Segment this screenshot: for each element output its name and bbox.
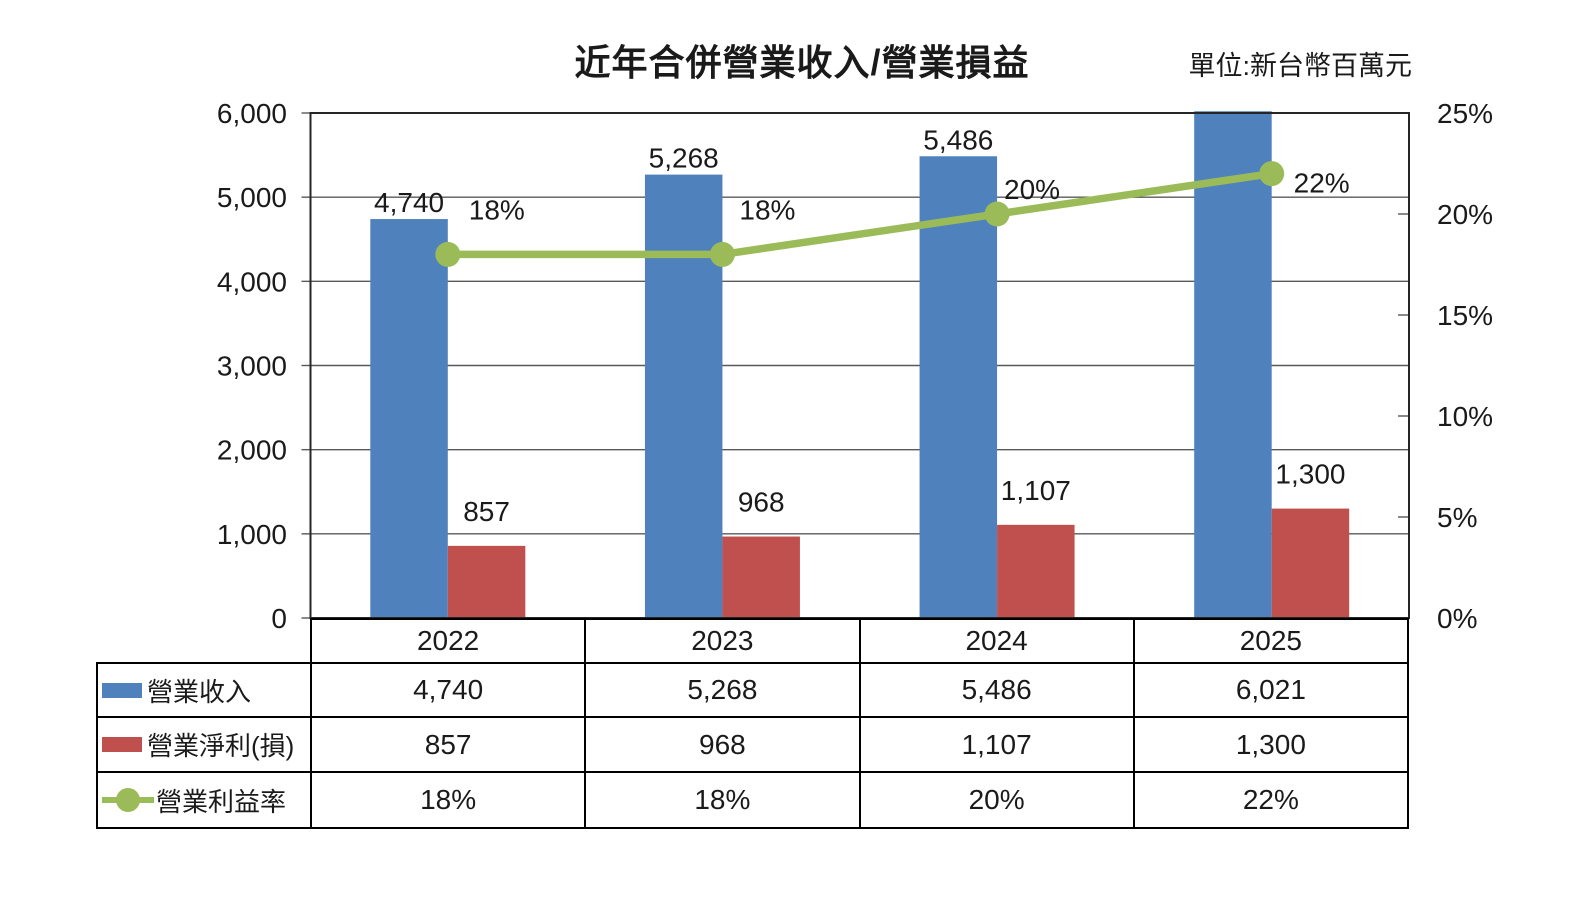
table-cell: 5,486 bbox=[861, 664, 1135, 716]
right-axis-label: 15% bbox=[1437, 300, 1493, 331]
margin-line-marker bbox=[984, 201, 1010, 227]
right-axis-label: 25% bbox=[1437, 98, 1493, 129]
year-header-cell: 2022 bbox=[312, 620, 587, 662]
profit-bar bbox=[1271, 508, 1350, 618]
revenue-bar bbox=[370, 219, 448, 619]
left-axis-label: 4,000 bbox=[217, 266, 287, 297]
left-axis-label: 1,000 bbox=[217, 519, 287, 550]
revenue-data-label: 4,740 bbox=[374, 187, 444, 218]
revenue-bar bbox=[919, 156, 998, 619]
margin-line bbox=[447, 169, 1273, 259]
left-axis-label: 2,000 bbox=[217, 435, 287, 466]
table-cell: 18% bbox=[312, 773, 587, 827]
revenue-bar-legend-icon bbox=[102, 682, 142, 698]
margin-data-label: 22% bbox=[1294, 168, 1350, 199]
table-cell: 5,268 bbox=[586, 664, 861, 716]
revenue-data-label: 5,268 bbox=[649, 143, 719, 174]
left-axis-label: 3,000 bbox=[217, 351, 287, 382]
table-row-revenue: 營業收入 4,740 5,268 5,486 6,021 bbox=[96, 662, 1409, 718]
profit-bar bbox=[722, 536, 800, 618]
revenue-bar bbox=[644, 174, 723, 619]
margin-line-marker bbox=[1259, 161, 1285, 187]
profit-data-label: 1,107 bbox=[1001, 475, 1071, 506]
legend-cell-profit: 營業淨利(損) bbox=[98, 718, 312, 771]
revenue-bar bbox=[1194, 111, 1272, 619]
table-row-margin: 營業利益率 18% 18% 20% 22% bbox=[96, 771, 1409, 829]
year-header-cell: 2024 bbox=[861, 620, 1135, 662]
profit-data-label: 1,300 bbox=[1275, 459, 1345, 490]
unit-label: 單位:新台幣百萬元 bbox=[1188, 51, 1412, 81]
table-cell: 1,300 bbox=[1235, 728, 1306, 760]
table-cell: 18% bbox=[586, 773, 861, 827]
table-cell: 857 bbox=[312, 718, 587, 771]
profit-bar-legend-icon bbox=[102, 737, 142, 752]
legend-cell-margin: 營業利益率 bbox=[98, 773, 312, 827]
profit-data-label: 857 bbox=[463, 496, 510, 527]
margin-data-label: 20% bbox=[1004, 174, 1060, 205]
margin-line-marker bbox=[435, 241, 461, 267]
profit-data-label: 968 bbox=[738, 487, 785, 518]
combo-chart: 4,740 5,268 5,486 857 968 1,107 1,300 18% 18% 20%… bbox=[217, 98, 1493, 634]
legend-label-margin: 營業利益率 bbox=[156, 786, 287, 817]
table-cell: 22% bbox=[1242, 784, 1299, 815]
left-axis-label: 6,000 bbox=[217, 98, 287, 129]
chart-title: 近年合併營業收入/營業損益 bbox=[574, 42, 1030, 83]
margin-line-marker bbox=[709, 241, 735, 267]
legend-label-revenue: 營業收入 bbox=[147, 676, 252, 707]
table-row-profit: 營業淨利(損) 857 968 1,107 1,300 bbox=[96, 716, 1409, 773]
left-axis-label: 0 bbox=[271, 603, 287, 634]
year-header-cell: 2023 bbox=[586, 620, 861, 662]
margin-data-label: 18% bbox=[469, 194, 525, 225]
table-cell: 20% bbox=[861, 773, 1135, 827]
table-cell: 968 bbox=[586, 718, 861, 771]
right-axis-label: 0% bbox=[1437, 603, 1477, 634]
profit-bar bbox=[997, 524, 1075, 618]
table-cell: 6,021 bbox=[1235, 674, 1306, 705]
right-axis-label: 20% bbox=[1437, 199, 1493, 230]
right-axis-label: 10% bbox=[1437, 401, 1493, 432]
year-header-row: 2022 2023 2024 2025 bbox=[310, 618, 1409, 664]
margin-data-label: 18% bbox=[739, 194, 795, 225]
margin-line-legend-icon bbox=[102, 787, 154, 813]
legend-cell-revenue: 營業收入 bbox=[98, 664, 312, 716]
legend-label-profit: 營業淨利(損) bbox=[147, 731, 295, 761]
profit-bar bbox=[447, 545, 526, 618]
year-header-cell: 2025 bbox=[1239, 625, 1303, 656]
revenue-data-label: 5,486 bbox=[923, 124, 993, 155]
left-axis-label: 5,000 bbox=[217, 182, 287, 213]
table-cell: 4,740 bbox=[312, 664, 587, 716]
table-cell: 1,107 bbox=[861, 718, 1135, 771]
right-axis-label: 5% bbox=[1437, 502, 1477, 533]
